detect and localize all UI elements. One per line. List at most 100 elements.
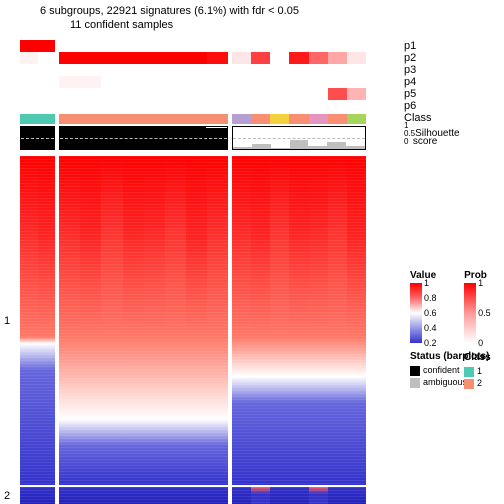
prob-cell bbox=[165, 52, 186, 64]
prob-cell bbox=[270, 64, 289, 76]
heatmap-col bbox=[38, 487, 56, 504]
heatmap-col bbox=[59, 156, 80, 485]
legend-value-tick: 0.6 bbox=[424, 308, 437, 318]
legend-area: Value 10.80.60.40.2 Prob 10.50 Status (b… bbox=[410, 270, 500, 388]
legend-value-tick: 0.4 bbox=[424, 323, 437, 333]
prob-cell bbox=[289, 100, 308, 112]
prob-cell bbox=[144, 52, 165, 64]
prob-cell bbox=[309, 88, 328, 100]
class-cell bbox=[347, 114, 366, 124]
silhouette-bar bbox=[308, 146, 327, 149]
prob-cell bbox=[101, 40, 122, 52]
class-cell bbox=[80, 114, 101, 124]
prob-cell bbox=[59, 76, 80, 88]
prob-cell bbox=[20, 88, 38, 100]
prob-cell bbox=[80, 64, 101, 76]
prob-cell bbox=[270, 100, 289, 112]
prob-cell bbox=[101, 76, 122, 88]
prob-cell bbox=[101, 64, 122, 76]
prob-cell bbox=[207, 100, 228, 112]
prob-cell bbox=[207, 64, 228, 76]
silhouette-bar bbox=[233, 147, 252, 149]
heatmap-col bbox=[309, 156, 328, 485]
silhouette-ticks: 10.5Silhouette0 score bbox=[404, 122, 460, 146]
prob-cell bbox=[207, 88, 228, 100]
prob-cell bbox=[328, 64, 347, 76]
silhouette-bar bbox=[252, 144, 271, 150]
class-cell bbox=[270, 114, 289, 124]
prob-cell bbox=[232, 52, 251, 64]
heatmap-col bbox=[270, 487, 289, 504]
class-cell bbox=[328, 114, 347, 124]
prob-cell bbox=[309, 64, 328, 76]
prob-cell bbox=[101, 100, 122, 112]
class-cell bbox=[101, 114, 122, 124]
legend-prob-tick: 0.5 bbox=[478, 308, 491, 318]
title-line2: 11 confident samples bbox=[40, 18, 299, 32]
prob-cell bbox=[207, 40, 228, 52]
row-label-p4: p4 bbox=[404, 76, 416, 88]
heatmap-col bbox=[186, 487, 207, 504]
prob-cell bbox=[144, 40, 165, 52]
prob-cell bbox=[38, 52, 56, 64]
prob-cell bbox=[186, 40, 207, 52]
prob-cell bbox=[80, 100, 101, 112]
prob-cell bbox=[347, 64, 366, 76]
prob-cell bbox=[165, 76, 186, 88]
silhouette-bar bbox=[290, 140, 309, 149]
prob-cell bbox=[328, 76, 347, 88]
prob-cell bbox=[207, 76, 228, 88]
prob-cell bbox=[232, 76, 251, 88]
legend-value-tick: 0.8 bbox=[424, 293, 437, 303]
class-cell bbox=[186, 114, 207, 124]
heatmap-col bbox=[232, 487, 251, 504]
heatmap-col bbox=[144, 156, 165, 485]
heatmap-col bbox=[347, 487, 366, 504]
heatmap-col bbox=[38, 156, 56, 485]
prob-cell bbox=[101, 52, 122, 64]
heatmap-col bbox=[20, 156, 38, 485]
prob-cell bbox=[144, 100, 165, 112]
prob-cell bbox=[232, 40, 251, 52]
class-cell bbox=[309, 114, 328, 124]
prob-cell bbox=[123, 40, 144, 52]
prob-cell bbox=[186, 76, 207, 88]
prob-cell bbox=[186, 88, 207, 100]
heatmap-col bbox=[144, 487, 165, 504]
prob-cell bbox=[232, 88, 251, 100]
legend-class-title: Class bbox=[464, 352, 491, 363]
prob-cell bbox=[309, 52, 328, 64]
prob-cell bbox=[232, 64, 251, 76]
row-label-p3: p3 bbox=[404, 64, 416, 76]
prob-cell bbox=[289, 76, 308, 88]
legend-prob-bar bbox=[464, 283, 476, 343]
heatmap-col bbox=[80, 156, 101, 485]
prob-cell bbox=[101, 88, 122, 100]
class-cell bbox=[38, 114, 56, 124]
heatmap-col bbox=[101, 156, 122, 485]
heatmap-col bbox=[59, 487, 80, 504]
prob-cell bbox=[20, 100, 38, 112]
cluster1-label: 1 bbox=[4, 315, 10, 327]
prob-cell bbox=[347, 76, 366, 88]
prob-cell bbox=[309, 100, 328, 112]
heatmap-col bbox=[20, 487, 38, 504]
prob-cell bbox=[270, 40, 289, 52]
class-cell bbox=[59, 114, 80, 124]
prob-cell bbox=[59, 64, 80, 76]
prob-cell bbox=[251, 76, 270, 88]
legend-value-tick: 0.2 bbox=[424, 338, 437, 348]
prob-cell bbox=[123, 76, 144, 88]
row-label-p2: p2 bbox=[404, 52, 416, 64]
heatmap-col bbox=[123, 156, 144, 485]
class-cell bbox=[289, 114, 308, 124]
legend-value-bar bbox=[410, 283, 422, 343]
silhouette-bar bbox=[346, 146, 365, 149]
class-cell bbox=[20, 114, 38, 124]
prob-cell bbox=[328, 52, 347, 64]
class-cell bbox=[144, 114, 165, 124]
prob-cell bbox=[144, 64, 165, 76]
prob-cell bbox=[165, 88, 186, 100]
prob-cell bbox=[328, 88, 347, 100]
legend-prob-tick: 0 bbox=[478, 338, 483, 348]
